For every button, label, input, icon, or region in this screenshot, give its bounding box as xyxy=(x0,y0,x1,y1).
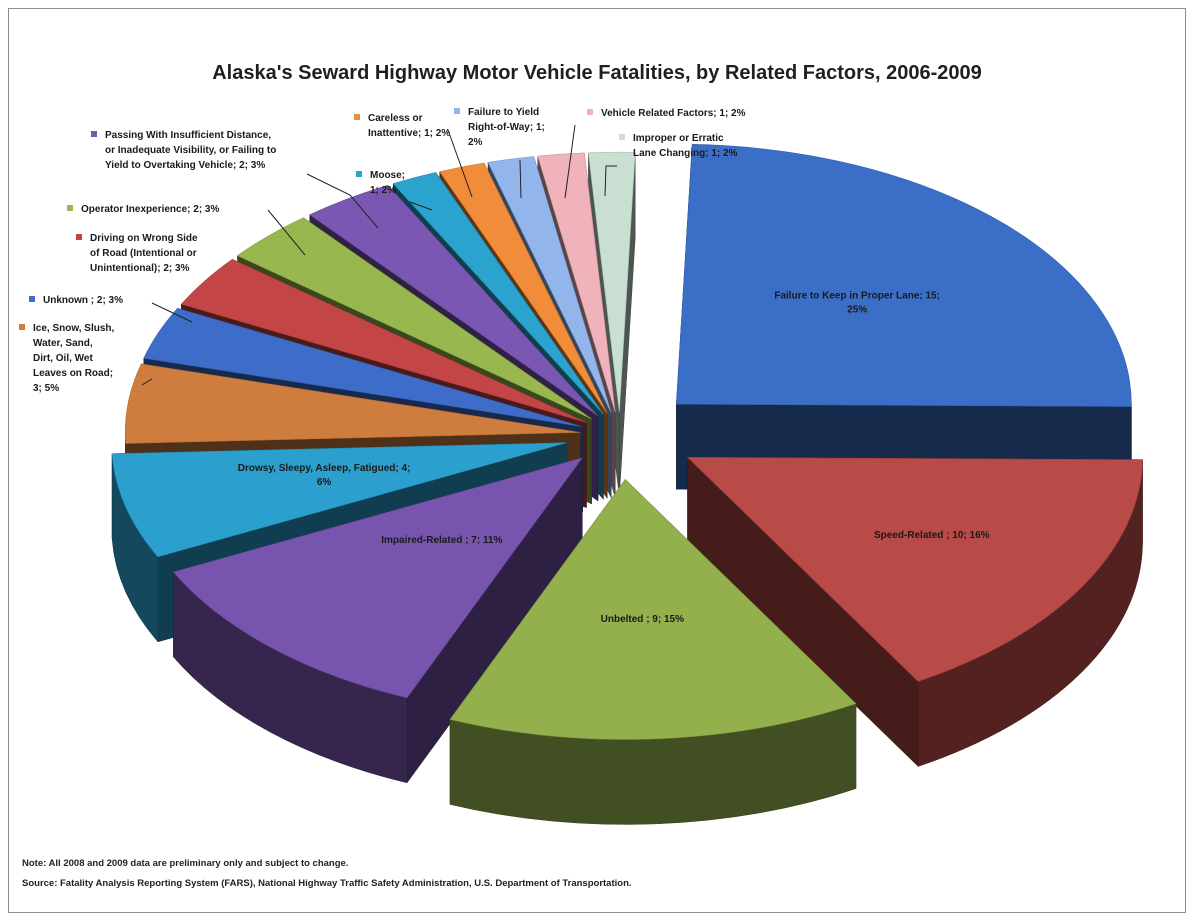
footer-source: Source: Fatality Analysis Reporting Syst… xyxy=(22,878,632,889)
leader-line-unknown xyxy=(151,302,193,323)
slice-label-vehicle: Vehicle Related Factors; 1; 2% xyxy=(601,108,746,119)
pie-slice-lanechange xyxy=(588,151,636,413)
slice-label-wrongside: Driving on Wrong Side of Road (Intentiona… xyxy=(90,233,198,274)
legend-marker-wrongside xyxy=(76,234,82,240)
legend-marker-inexp xyxy=(67,205,73,211)
pie-slice-wrongside xyxy=(180,258,587,423)
slice-label-inexp: Operator Inexperience; 2; 3% xyxy=(81,204,219,215)
pie-slice-lane xyxy=(676,144,1132,407)
legend-marker-ice xyxy=(19,324,25,330)
pie-slice-unknown xyxy=(143,308,583,428)
leader-line-careless xyxy=(447,129,473,198)
pie-slice-yield xyxy=(487,156,612,413)
leader-line-moose xyxy=(409,201,433,211)
slice-label-yield: Failure to Yield Right-of-Way; 1; 2% xyxy=(468,107,545,148)
pie-slice-vehicle xyxy=(537,152,616,413)
leader-line-lanechange xyxy=(604,165,617,197)
chart-title: Alaska's Seward Highway Motor Vehicle Fa… xyxy=(212,62,982,84)
legend-marker-unknown xyxy=(29,296,35,302)
pie-slice-inexp xyxy=(236,217,592,420)
pie-slice-speed xyxy=(686,457,1143,682)
leader-line-yield xyxy=(519,159,522,199)
leader-line-vehicle xyxy=(564,124,576,199)
slice-label-moose: Moose; 1; 2% xyxy=(370,170,405,196)
legend-marker-careless xyxy=(354,114,360,120)
legend-marker-moose xyxy=(356,171,362,177)
slice-label-unknown: Unknown ; 2; 3% xyxy=(43,295,123,306)
legend-marker-yield xyxy=(454,108,460,114)
slice-label-lanechange: Improper or Erratic Lane Changing; 1; 2% xyxy=(633,133,738,159)
pie-slice-passing xyxy=(309,184,599,417)
slice-label-speed: Speed-Related ; 10; 16% xyxy=(874,530,990,541)
slice-label-careless: Careless or Inattentive; 1; 2% xyxy=(368,113,450,139)
slice-label-passing: Passing With Insufficient Distance, or In… xyxy=(105,130,276,171)
pie-slice-unbelted xyxy=(449,479,857,740)
slice-label-unbelted: Unbelted ; 9; 15% xyxy=(601,614,684,625)
leader-line-inexp xyxy=(267,209,306,256)
slice-label-ice: Ice, Snow, Slush, Water, Sand, Dirt, Oil, … xyxy=(33,323,115,394)
footer-note: Note: All 2008 and 2009 data are prelimi… xyxy=(22,858,349,869)
slice-label-drowsy: Drowsy, Sleepy, Asleep, Fatigued; 4; 6% xyxy=(238,463,411,488)
legend-marker-passing xyxy=(91,131,97,137)
leader-line-passing xyxy=(306,173,379,229)
pie-slice-ice xyxy=(124,363,581,444)
leader-line-ice xyxy=(141,378,153,386)
pie-slice-drowsy xyxy=(111,442,567,558)
legend-marker-lanechange xyxy=(619,134,625,140)
slice-label-impaired: Impaired-Related ; 7; 11% xyxy=(381,535,502,546)
pie-slice-moose xyxy=(392,172,604,415)
pie-slice-impaired xyxy=(172,457,584,699)
slice-label-lane: Failure to Keep in Proper Lane; 15; 25% xyxy=(774,290,940,315)
legend-marker-vehicle xyxy=(587,109,593,115)
